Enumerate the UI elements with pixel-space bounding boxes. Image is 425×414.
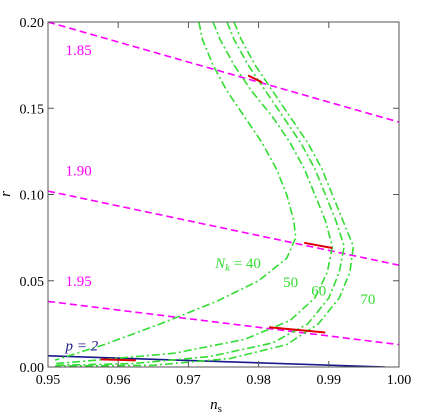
annotation-6: 50: [283, 275, 298, 291]
magenta-line-1.95: [48, 300, 399, 346]
green-curve-2: [54, 22, 334, 365]
x-tick-label: 0.96: [106, 373, 131, 388]
navy-line-p2: [48, 355, 386, 367]
x-axis-label: ns: [210, 397, 222, 414]
plot-frame: [47, 21, 400, 368]
red-segment-2: [304, 241, 333, 249]
red-segment-4: [100, 358, 136, 362]
annotation-2: 1.90: [66, 164, 92, 180]
x-tick-label: 0.95: [36, 373, 61, 388]
green-curve-3: [54, 22, 346, 367]
y-tick-label: 0.00: [20, 361, 45, 376]
x-tick-label: 1.00: [387, 373, 412, 388]
x-tick-label: 0.98: [246, 373, 271, 388]
annotation-4: p = 2: [65, 339, 99, 355]
magenta-line-1.85: [48, 22, 399, 123]
y-tick-label: 0.10: [20, 189, 45, 204]
green-curve-4: [54, 22, 355, 367]
y-tick-label: 0.15: [20, 102, 45, 117]
magenta-line-1.90: [48, 190, 399, 266]
annotation-7: 60: [311, 283, 326, 299]
red-segment-1: [247, 74, 263, 84]
annotation-3: 1.95: [66, 274, 92, 290]
y-tick-label: 0.20: [20, 16, 45, 31]
annotation-1: 1.85: [66, 43, 92, 59]
x-tick-label: 0.99: [317, 373, 342, 388]
red-segment-3: [269, 326, 326, 334]
y-tick-label: 0.05: [20, 275, 45, 290]
x-tick-label: 0.97: [176, 373, 201, 388]
annotation-5: Nk = 40: [214, 256, 261, 274]
y-axis-label: r: [0, 191, 14, 197]
annotation-8: 70: [360, 292, 375, 308]
green-curve-1: [54, 22, 297, 361]
